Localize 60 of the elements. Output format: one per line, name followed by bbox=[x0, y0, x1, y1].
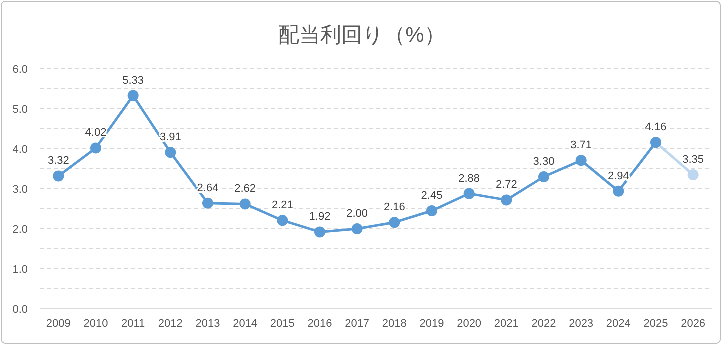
x-tick-label: 2011 bbox=[122, 318, 146, 330]
x-tick-label: 2025 bbox=[644, 318, 668, 330]
x-tick-label: 2018 bbox=[382, 318, 407, 330]
point bbox=[90, 142, 102, 154]
point bbox=[53, 170, 64, 182]
point bbox=[426, 206, 438, 216]
x-tick-label: 2015 bbox=[270, 318, 295, 330]
y-tick-label: 2.0 bbox=[12, 224, 28, 236]
x-tick-label: 2009 bbox=[46, 318, 71, 330]
x-tick-label: 2014 bbox=[233, 318, 258, 330]
x-tick-label: 2024 bbox=[606, 318, 631, 330]
data-label: 2.21 bbox=[272, 200, 294, 212]
x-tick-label: 2012 bbox=[158, 318, 183, 330]
x-tick-label: 2026 bbox=[681, 318, 706, 330]
point bbox=[128, 90, 139, 102]
data-label: 3.35 bbox=[682, 154, 704, 166]
data-label: 4.02 bbox=[85, 127, 107, 140]
x-tick-label: 2016 bbox=[308, 318, 332, 330]
point bbox=[538, 172, 550, 182]
point bbox=[277, 215, 288, 226]
y-tick-label: 3.0 bbox=[12, 184, 28, 196]
point bbox=[501, 194, 512, 206]
point bbox=[464, 188, 475, 200]
y-tick-label: 4.0 bbox=[12, 144, 28, 156]
data-label: 2.62 bbox=[234, 183, 256, 196]
x-tick-label: 2023 bbox=[569, 318, 594, 330]
point bbox=[688, 170, 699, 180]
x-tick-label: 2022 bbox=[532, 318, 556, 330]
data-label: 2.72 bbox=[496, 179, 518, 192]
data-label: 2.45 bbox=[421, 190, 443, 202]
data-label: 5.33 bbox=[122, 74, 144, 87]
data-label: 2.00 bbox=[346, 208, 368, 220]
point bbox=[576, 155, 587, 166]
data-label: 3.32 bbox=[48, 155, 70, 168]
point bbox=[389, 217, 400, 228]
data-label: 2.94 bbox=[608, 170, 630, 182]
data-label: 4.16 bbox=[645, 122, 667, 134]
data-label: 3.71 bbox=[570, 140, 592, 152]
x-tick-label: 2017 bbox=[345, 318, 370, 330]
x-tick-label: 2020 bbox=[457, 318, 482, 330]
x-tick-label: 2013 bbox=[196, 318, 220, 330]
point bbox=[165, 147, 176, 158]
data-label: 2.64 bbox=[197, 182, 219, 194]
point bbox=[202, 198, 214, 209]
y-tick-label: 0.0 bbox=[12, 304, 28, 316]
x-tick-label: 2019 bbox=[420, 318, 444, 330]
data-label: 3.30 bbox=[533, 156, 555, 168]
chart-title: 配当利回り（%） bbox=[278, 24, 446, 47]
point bbox=[240, 198, 251, 210]
point bbox=[352, 224, 363, 234]
data-label: 1.92 bbox=[309, 211, 331, 224]
y-tick-label: 1.0 bbox=[12, 264, 28, 276]
y-tick-label: 6.0 bbox=[12, 64, 28, 76]
x-tick-label: 2010 bbox=[84, 318, 108, 330]
x-tick-label: 2021 bbox=[494, 318, 519, 330]
point bbox=[613, 186, 624, 197]
data-label: 2.16 bbox=[384, 202, 406, 214]
y-tick-label: 5.0 bbox=[12, 104, 28, 116]
data-label: 2.88 bbox=[458, 172, 480, 185]
point bbox=[314, 226, 326, 238]
